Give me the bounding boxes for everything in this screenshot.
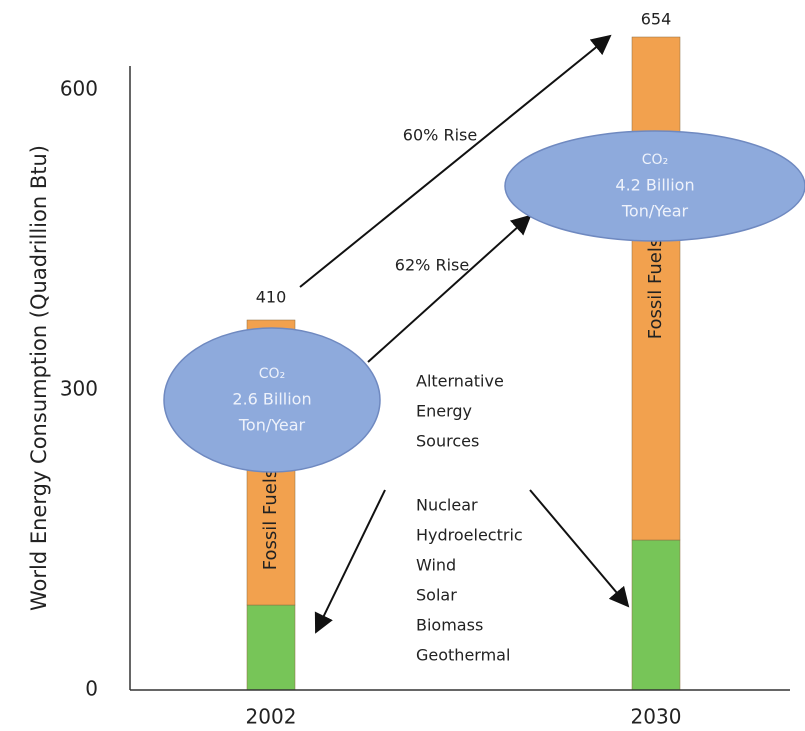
arrow xyxy=(367,214,532,363)
alt-item: Solar xyxy=(416,586,457,605)
y-tick-label: 300 xyxy=(60,377,98,401)
total-label: 410 xyxy=(256,288,287,307)
co2-bubble xyxy=(504,130,805,242)
alt-item: Biomass xyxy=(416,616,483,635)
segment-label: Fossil Fuels xyxy=(645,238,666,339)
x-tick-label: 2002 xyxy=(246,705,297,729)
alt-item: Wind xyxy=(416,556,456,575)
rise-label: 62% Rise xyxy=(395,256,469,275)
alt-item: Geothermal xyxy=(416,646,510,665)
total-label: 654 xyxy=(641,10,672,29)
alt-heading: Sources xyxy=(416,432,479,451)
alt-heading: Alternative xyxy=(416,372,504,391)
bubble-text: 2.6 Billion xyxy=(232,390,311,409)
arrow xyxy=(529,489,630,608)
alt-item: Nuclear xyxy=(416,496,478,515)
x-tick-label: 2030 xyxy=(631,705,682,729)
bar-segment xyxy=(246,604,296,691)
bubble-text: Ton/Year xyxy=(621,202,689,221)
arrow xyxy=(314,489,386,634)
y-axis-label: World Energy Consumption (Quadrillion Bt… xyxy=(27,145,51,611)
bubble-text: Ton/Year xyxy=(238,416,306,435)
bubble-text: CO₂ xyxy=(259,366,285,382)
alt-heading: Energy xyxy=(416,402,472,421)
bar-segment xyxy=(631,36,681,541)
bubble-text: CO₂ xyxy=(642,152,668,168)
segment-label: Fossil Fuels xyxy=(260,469,281,570)
y-tick-label: 600 xyxy=(60,77,98,101)
y-tick-label: 0 xyxy=(85,677,98,701)
bar-segment xyxy=(631,539,681,691)
alt-item: Hydroelectric xyxy=(416,526,523,545)
bubble-text: 4.2 Billion xyxy=(615,176,694,195)
co2-bubble xyxy=(163,327,381,473)
arrow xyxy=(299,34,612,288)
rise-label: 60% Rise xyxy=(403,126,477,145)
